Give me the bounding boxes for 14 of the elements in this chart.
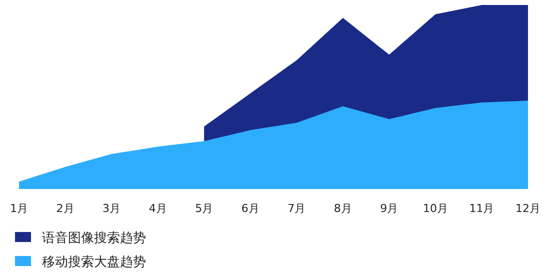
x-tick-label: 4月	[148, 202, 167, 215]
x-tick-label: 10月	[422, 202, 448, 215]
x-tick-label: 12月	[516, 202, 540, 215]
x-tick-label: 8月	[334, 202, 352, 215]
x-tick-label: 9月	[380, 202, 398, 215]
x-tick-label: 3月	[102, 202, 121, 215]
x-tick-label: 5月	[195, 202, 214, 215]
x-tick-label: 2月	[56, 202, 74, 215]
x-tick-label: 6月	[241, 202, 260, 215]
legend-label: 语音图像搜索趋势	[42, 231, 146, 246]
x-tick-label: 11月	[469, 202, 494, 215]
x-tick-label: 7月	[288, 202, 306, 215]
legend-label: 移动搜索大盘趋势	[42, 255, 146, 270]
x-tick-label: 1月	[10, 202, 28, 215]
